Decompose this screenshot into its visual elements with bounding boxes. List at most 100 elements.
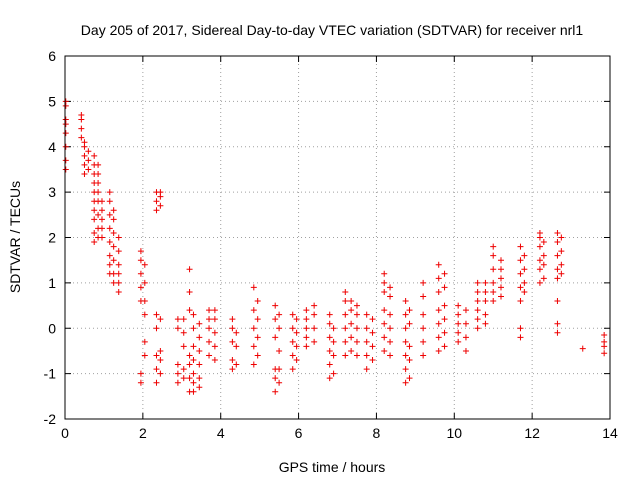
data-point [330, 338, 337, 345]
data-point [554, 298, 561, 305]
data-point [348, 298, 355, 305]
data-point [402, 325, 409, 332]
data-point [406, 320, 413, 327]
data-point [106, 211, 113, 218]
y-tick-label: 2 [48, 230, 56, 246]
data-point [293, 343, 300, 350]
data-point [211, 343, 218, 350]
data-point [106, 252, 113, 259]
data-point [157, 202, 164, 209]
data-point [387, 311, 394, 318]
data-point [186, 361, 193, 368]
data-point [363, 366, 370, 373]
data-point [272, 375, 279, 382]
data-point [137, 248, 144, 255]
data-point [326, 320, 333, 327]
data-point [462, 320, 469, 327]
data-point [402, 298, 409, 305]
data-point [206, 338, 213, 345]
data-point [196, 320, 203, 327]
data-point [455, 311, 462, 318]
data-point [196, 384, 203, 391]
data-point [110, 229, 117, 236]
data-point [342, 288, 349, 295]
data-point [91, 229, 98, 236]
y-tick-label: -2 [44, 411, 57, 427]
data-point [141, 261, 148, 268]
data-point [106, 225, 113, 232]
data-point [498, 275, 504, 282]
data-point [206, 325, 213, 332]
data-point [153, 207, 160, 214]
data-point [474, 279, 481, 286]
x-tick-label: 10 [446, 425, 462, 441]
data-point [98, 216, 105, 223]
data-point [289, 338, 296, 345]
data-point [62, 130, 69, 137]
data-point [381, 347, 388, 354]
data-point [211, 357, 218, 364]
data-point [554, 252, 561, 259]
data-point [474, 316, 481, 323]
data-point [353, 311, 360, 318]
data-point [110, 243, 117, 250]
data-point [342, 325, 349, 332]
data-point [462, 307, 469, 314]
data-point [498, 257, 504, 264]
data-point [558, 261, 565, 268]
data-point [91, 239, 98, 246]
data-point [455, 320, 462, 327]
data-point [289, 325, 296, 332]
data-point [106, 239, 113, 246]
data-point [387, 352, 394, 359]
data-point [276, 366, 283, 373]
data-point [254, 316, 261, 323]
data-point [369, 343, 376, 350]
data-point [106, 261, 113, 268]
data-point [387, 293, 394, 300]
data-point [157, 370, 164, 377]
data-point [311, 338, 318, 345]
data-point [517, 284, 524, 291]
data-point [115, 270, 122, 277]
data-point [490, 252, 497, 259]
data-point [536, 229, 543, 236]
data-point [254, 334, 261, 341]
data-point [293, 329, 300, 336]
y-tick-label: 6 [48, 48, 56, 64]
data-point [363, 311, 370, 318]
data-point [406, 375, 413, 382]
data-point [196, 334, 203, 341]
data-point [311, 311, 318, 318]
data-point [293, 357, 300, 364]
data-point [455, 338, 462, 345]
data-point [353, 302, 360, 309]
data-point [601, 338, 608, 345]
data-point [272, 334, 279, 341]
data-point [420, 325, 427, 332]
data-point [536, 279, 543, 286]
data-point [233, 361, 240, 368]
data-point [289, 311, 296, 318]
chart-title: Day 205 of 2017, Sidereal Day-to-day VTE… [81, 22, 584, 38]
data-point [95, 189, 102, 196]
data-point [62, 143, 69, 150]
data-point [435, 334, 442, 341]
data-point [85, 148, 92, 155]
data-point [387, 284, 394, 291]
data-point [540, 239, 547, 246]
data-point [289, 366, 296, 373]
data-point [115, 288, 122, 295]
data-point [402, 366, 409, 373]
data-point [153, 198, 160, 205]
data-point [498, 266, 504, 273]
data-point [78, 125, 85, 132]
data-point [190, 343, 197, 350]
data-point [517, 270, 524, 277]
x-tick-label: 2 [139, 425, 147, 441]
data-point [482, 320, 489, 327]
data-point [180, 329, 187, 336]
x-tick-label: 14 [602, 425, 618, 441]
